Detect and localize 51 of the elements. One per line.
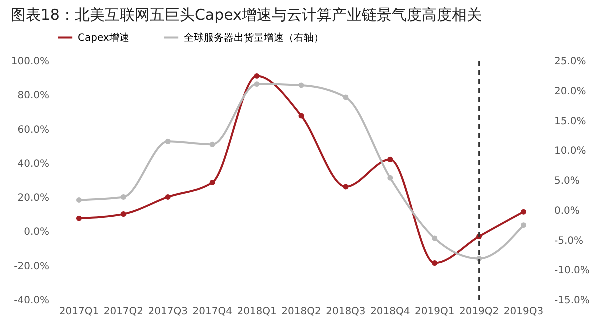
point: [76, 216, 82, 222]
y2-tick-label: -15.0%: [554, 296, 590, 306]
x-tick-label: 2017Q4: [192, 306, 232, 318]
x-tick-label: 2018Q1: [237, 306, 277, 318]
y2-tick-label: -10.0%: [554, 266, 590, 277]
point: [120, 212, 126, 218]
point: [388, 156, 394, 162]
y-tick-label: 100.0%: [11, 56, 50, 68]
point: [343, 94, 349, 100]
y2-tick-label: 10.0%: [554, 146, 586, 158]
y2-tick-label: -5.0%: [554, 236, 584, 247]
x-tick-label: 2018Q4: [370, 306, 410, 318]
y-tick-label: 20.0%: [18, 193, 50, 204]
point: [521, 209, 527, 215]
y-tick-label: 0.0%: [24, 227, 50, 238]
y-tick-label: 80.0%: [18, 90, 50, 102]
x-tick-label: 2017Q1: [59, 306, 100, 318]
x-tick-label: 2018Q3: [326, 306, 366, 318]
point: [210, 142, 216, 148]
y2-tick-label: 20.0%: [554, 86, 586, 98]
chart-title: 图表18：北美互联网五巨头Capex增速与云计算产业链景气度高度相关: [10, 6, 482, 24]
point: [298, 82, 304, 88]
x-tick-label: 2018Q2: [282, 306, 322, 318]
point: [298, 113, 304, 119]
y2-tick-label: 5.0%: [554, 176, 580, 187]
y2-tick-label: 25.0%: [554, 56, 586, 68]
point: [521, 222, 527, 228]
point: [76, 197, 82, 203]
x-tick-label: 2017Q2: [104, 306, 144, 318]
legend-label: Capex增速: [78, 32, 130, 44]
point: [165, 194, 171, 200]
x-tick-label: 2017Q3: [148, 306, 188, 318]
x-tick-label: 2019Q2: [459, 306, 500, 318]
legend-label: 全球服务器出货量增速（右轴）: [184, 32, 324, 44]
y2-tick-label: 0.0%: [554, 206, 580, 217]
y-tick-label: -40.0%: [14, 296, 50, 306]
y-tick-label: 60.0%: [18, 124, 50, 136]
point: [210, 180, 216, 186]
point: [388, 175, 394, 181]
point: [165, 138, 171, 144]
x-tick-label: 2019Q1: [415, 306, 455, 318]
y-tick-label: 40.0%: [18, 158, 50, 170]
x-tick-label: 2019Q3: [504, 306, 544, 318]
point: [432, 260, 438, 266]
y2-tick-label: 15.0%: [554, 116, 586, 128]
point: [432, 236, 438, 242]
point: [254, 73, 260, 79]
point: [254, 82, 260, 88]
y-tick-label: -20.0%: [14, 261, 50, 272]
point: [120, 194, 126, 200]
point: [343, 184, 349, 190]
